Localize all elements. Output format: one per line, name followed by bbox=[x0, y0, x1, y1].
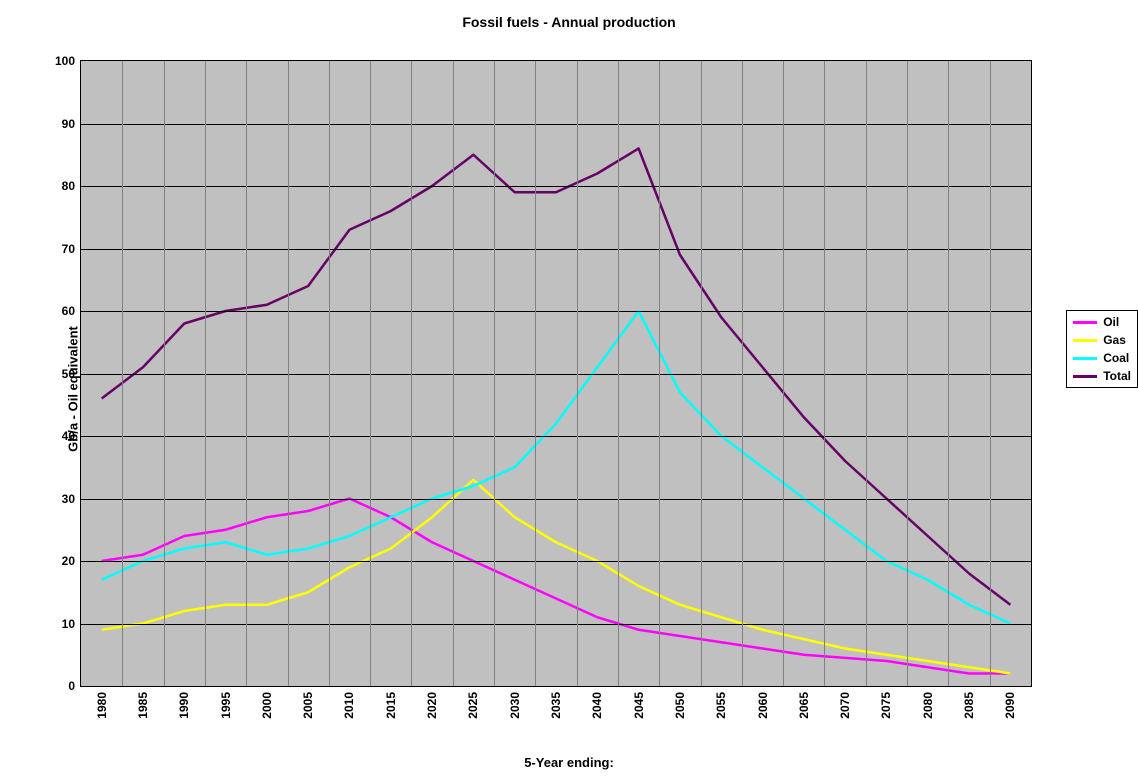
y-tick-label: 50 bbox=[62, 367, 75, 381]
x-tick-label: 2010 bbox=[342, 692, 356, 719]
gridline-v bbox=[453, 61, 454, 686]
legend-label: Oil bbox=[1103, 315, 1119, 329]
legend-swatch bbox=[1073, 321, 1097, 324]
legend-label: Coal bbox=[1103, 351, 1129, 365]
chart-container: Fossil fuels - Annual production Gb/a - … bbox=[0, 0, 1138, 778]
x-tick-label: 2005 bbox=[301, 692, 315, 719]
gridline-v bbox=[329, 61, 330, 686]
gridline-v bbox=[288, 61, 289, 686]
x-tick-label: 2000 bbox=[260, 692, 274, 719]
x-tick-label: 2045 bbox=[632, 692, 646, 719]
gridline-v bbox=[866, 61, 867, 686]
y-tick-label: 0 bbox=[68, 679, 75, 693]
x-tick-label: 2050 bbox=[673, 692, 687, 719]
legend-item-total: Total bbox=[1071, 367, 1133, 385]
gridline-h bbox=[81, 311, 1031, 312]
chart-title: Fossil fuels - Annual production bbox=[0, 14, 1138, 30]
x-tick-label: 1985 bbox=[136, 692, 150, 719]
gridline-v bbox=[659, 61, 660, 686]
x-tick-label: 2070 bbox=[838, 692, 852, 719]
series-gas bbox=[102, 480, 1011, 674]
gridline-h bbox=[81, 561, 1031, 562]
legend-swatch bbox=[1073, 339, 1097, 342]
x-tick-label: 1990 bbox=[177, 692, 191, 719]
gridline-v bbox=[783, 61, 784, 686]
x-tick-label: 2025 bbox=[466, 692, 480, 719]
x-tick-label: 2090 bbox=[1003, 692, 1017, 719]
gridline-h bbox=[81, 249, 1031, 250]
gridline-v bbox=[411, 61, 412, 686]
legend-item-oil: Oil bbox=[1071, 313, 1133, 331]
gridline-h bbox=[81, 124, 1031, 125]
gridline-v bbox=[948, 61, 949, 686]
y-tick-label: 80 bbox=[62, 179, 75, 193]
x-axis-label: 5-Year ending: bbox=[0, 755, 1138, 770]
gridline-v bbox=[164, 61, 165, 686]
legend-item-gas: Gas bbox=[1071, 331, 1133, 349]
plot-area: 0102030405060708090100198019851990199520… bbox=[80, 60, 1032, 687]
x-tick-label: 2085 bbox=[962, 692, 976, 719]
series-oil bbox=[102, 499, 1011, 674]
y-tick-label: 100 bbox=[55, 54, 75, 68]
gridline-v bbox=[618, 61, 619, 686]
gridline-h bbox=[81, 436, 1031, 437]
legend-label: Gas bbox=[1103, 333, 1126, 347]
x-tick-label: 2075 bbox=[879, 692, 893, 719]
y-tick-label: 40 bbox=[62, 429, 75, 443]
y-tick-label: 90 bbox=[62, 117, 75, 131]
gridline-v bbox=[824, 61, 825, 686]
y-tick-label: 70 bbox=[62, 242, 75, 256]
gridline-v bbox=[246, 61, 247, 686]
x-tick-label: 2030 bbox=[508, 692, 522, 719]
legend-swatch bbox=[1073, 357, 1097, 360]
gridline-h bbox=[81, 186, 1031, 187]
gridline-h bbox=[81, 624, 1031, 625]
gridline-v bbox=[535, 61, 536, 686]
x-tick-label: 2065 bbox=[797, 692, 811, 719]
legend: Oil Gas Coal Total bbox=[1066, 310, 1138, 388]
series-coal bbox=[102, 311, 1011, 624]
x-tick-label: 2015 bbox=[384, 692, 398, 719]
gridline-v bbox=[494, 61, 495, 686]
legend-swatch bbox=[1073, 375, 1097, 378]
x-tick-label: 2035 bbox=[549, 692, 563, 719]
y-tick-label: 30 bbox=[62, 492, 75, 506]
x-tick-label: 2040 bbox=[590, 692, 604, 719]
gridline-v bbox=[122, 61, 123, 686]
y-tick-label: 20 bbox=[62, 554, 75, 568]
gridline-h bbox=[81, 499, 1031, 500]
x-tick-label: 2055 bbox=[714, 692, 728, 719]
gridline-v bbox=[701, 61, 702, 686]
gridline-v bbox=[370, 61, 371, 686]
legend-label: Total bbox=[1103, 369, 1131, 383]
gridline-v bbox=[577, 61, 578, 686]
y-tick-label: 10 bbox=[62, 617, 75, 631]
series-total bbox=[102, 149, 1011, 605]
gridline-v bbox=[205, 61, 206, 686]
x-tick-label: 2080 bbox=[921, 692, 935, 719]
legend-item-coal: Coal bbox=[1071, 349, 1133, 367]
gridline-v bbox=[742, 61, 743, 686]
x-tick-label: 1980 bbox=[95, 692, 109, 719]
x-tick-label: 2020 bbox=[425, 692, 439, 719]
gridline-h bbox=[81, 374, 1031, 375]
x-tick-label: 1995 bbox=[219, 692, 233, 719]
gridline-v bbox=[907, 61, 908, 686]
y-tick-label: 60 bbox=[62, 304, 75, 318]
gridline-v bbox=[990, 61, 991, 686]
x-tick-label: 2060 bbox=[756, 692, 770, 719]
